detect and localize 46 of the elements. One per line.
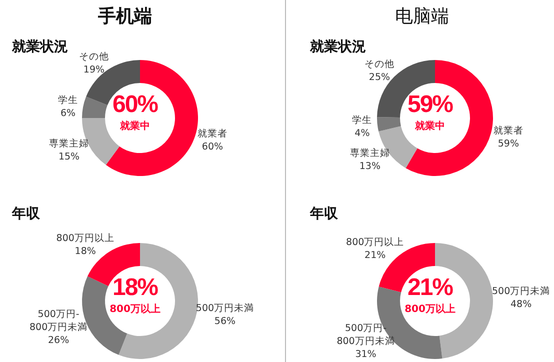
donut-slice	[377, 117, 401, 132]
text: 就業中	[414, 121, 446, 133]
slice-label: 500万円未満	[492, 285, 550, 298]
data-label: 21%	[364, 250, 386, 261]
data-label: 19%	[83, 64, 105, 76]
slice-label: 就業者	[493, 124, 524, 136]
chart-subtitle: 就業状況	[310, 38, 366, 56]
chart-title: 手机端	[97, 5, 153, 28]
slice-label: 500万円-800万円未満	[30, 309, 88, 334]
slice-label: 800万円以上	[346, 236, 404, 248]
chart-subtitle: 年収	[12, 205, 40, 223]
slice-label: 800万円以上	[56, 232, 114, 244]
donut-slice	[406, 60, 493, 176]
chart-title: 电脑端	[394, 5, 450, 28]
text: 60%	[111, 90, 159, 120]
slice-label: 専業主婦	[49, 137, 90, 150]
slice-label: 専業主婦	[350, 146, 390, 159]
text: 800万以上	[108, 304, 162, 316]
slice-label: 500万円-800万円未満	[336, 323, 395, 347]
data-label: 26%	[48, 335, 70, 346]
data-label: 13%	[359, 160, 381, 172]
text: 59%	[406, 90, 454, 120]
data-label: 59%	[498, 138, 519, 150]
chart-subtitle: 年収	[310, 205, 338, 223]
data-label: 31%	[355, 349, 376, 360]
donut-slice	[106, 60, 198, 176]
slice-label: 学生	[352, 114, 372, 126]
slice-label: 就業者	[197, 128, 228, 140]
text: 21%	[406, 273, 454, 303]
slice-label: その他	[364, 58, 394, 70]
data-label: 6%	[60, 108, 76, 119]
data-label: 60%	[202, 142, 224, 153]
text: 800万以上	[404, 304, 456, 316]
text: 就業中	[119, 121, 151, 133]
slice-label: その他	[78, 50, 109, 62]
data-label: 48%	[510, 299, 532, 310]
chart-subtitle: 就業状況	[12, 38, 68, 56]
text: 18%	[111, 273, 159, 303]
slice-label: 500万円未満	[196, 302, 254, 314]
slice-label: 学生	[58, 94, 78, 106]
data-label: 4%	[354, 128, 370, 139]
data-label: 18%	[74, 246, 96, 258]
donut-slice	[82, 96, 108, 118]
data-label: 15%	[58, 151, 80, 162]
data-label: 56%	[214, 316, 236, 328]
data-label: 25%	[368, 72, 390, 84]
